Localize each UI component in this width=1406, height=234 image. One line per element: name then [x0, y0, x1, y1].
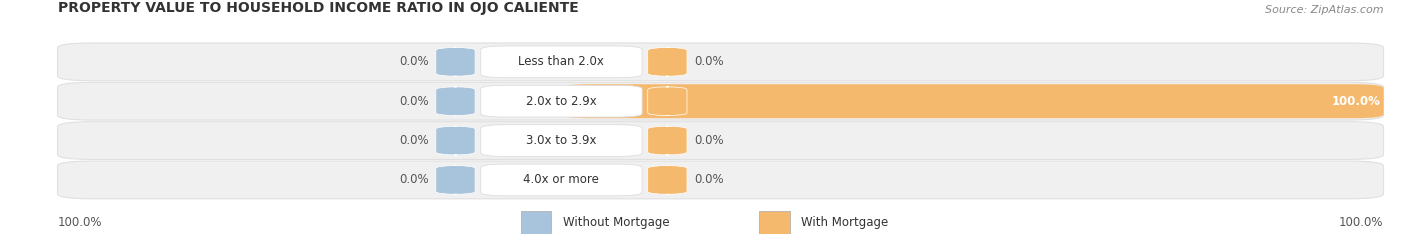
FancyBboxPatch shape	[58, 82, 1384, 120]
Text: 3.0x to 3.9x: 3.0x to 3.9x	[526, 134, 596, 147]
Text: 100.0%: 100.0%	[58, 216, 103, 229]
FancyBboxPatch shape	[648, 87, 688, 116]
Text: Source: ZipAtlas.com: Source: ZipAtlas.com	[1265, 5, 1384, 15]
Text: 100.0%: 100.0%	[1331, 95, 1381, 108]
Text: 0.0%: 0.0%	[399, 134, 429, 147]
Text: 0.0%: 0.0%	[399, 55, 429, 68]
FancyBboxPatch shape	[436, 126, 475, 155]
FancyBboxPatch shape	[481, 85, 643, 117]
Text: 0.0%: 0.0%	[695, 173, 724, 186]
Text: PROPERTY VALUE TO HOUSEHOLD INCOME RATIO IN OJO CALIENTE: PROPERTY VALUE TO HOUSEHOLD INCOME RATIO…	[58, 1, 578, 15]
Text: 0.0%: 0.0%	[399, 173, 429, 186]
FancyBboxPatch shape	[648, 126, 688, 155]
Text: 2.0x to 2.9x: 2.0x to 2.9x	[526, 95, 596, 108]
FancyBboxPatch shape	[648, 48, 688, 76]
FancyBboxPatch shape	[759, 212, 790, 234]
Text: With Mortgage: With Mortgage	[801, 216, 889, 229]
FancyBboxPatch shape	[481, 46, 643, 78]
FancyBboxPatch shape	[58, 122, 1384, 159]
FancyBboxPatch shape	[648, 166, 688, 194]
FancyBboxPatch shape	[436, 48, 475, 76]
FancyBboxPatch shape	[561, 84, 1384, 118]
Text: 0.0%: 0.0%	[399, 95, 429, 108]
Text: 0.0%: 0.0%	[695, 55, 724, 68]
Text: 4.0x or more: 4.0x or more	[523, 173, 599, 186]
Text: Less than 2.0x: Less than 2.0x	[519, 55, 605, 68]
FancyBboxPatch shape	[58, 43, 1384, 81]
FancyBboxPatch shape	[436, 87, 475, 116]
FancyBboxPatch shape	[58, 161, 1384, 199]
Text: 0.0%: 0.0%	[695, 134, 724, 147]
FancyBboxPatch shape	[520, 212, 551, 234]
FancyBboxPatch shape	[481, 125, 643, 157]
FancyBboxPatch shape	[481, 164, 643, 196]
Text: Without Mortgage: Without Mortgage	[562, 216, 669, 229]
Text: 100.0%: 100.0%	[1339, 216, 1384, 229]
FancyBboxPatch shape	[436, 166, 475, 194]
